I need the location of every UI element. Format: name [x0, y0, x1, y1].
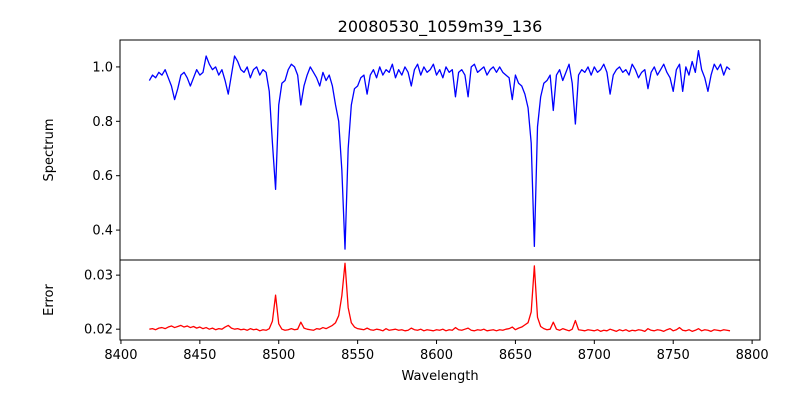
spectrum-axes-frame	[119, 39, 761, 261]
chart-title: 20080530_1059m39_136	[338, 17, 543, 37]
y-axis-label-error: Error	[42, 284, 57, 316]
x-tick-label: 8500	[262, 348, 295, 363]
y-tick-label: 1.0	[92, 60, 113, 75]
x-tick-label: 8700	[578, 348, 611, 363]
x-tick-label: 8650	[499, 348, 532, 363]
y-tick-label: 0.03	[84, 269, 113, 284]
y-axis-label-spectrum: Spectrum	[42, 119, 57, 182]
x-tick-label: 8400	[104, 348, 137, 363]
y-tick-label: 0.8	[92, 115, 113, 130]
error-line	[149, 262, 731, 333]
y-tick-label: 0.4	[92, 224, 113, 239]
x-axis-label: Wavelength	[401, 369, 478, 384]
error-axes-frame	[119, 259, 761, 341]
x-tick-label: 8550	[341, 348, 374, 363]
x-tick-label: 8600	[420, 348, 453, 363]
error-panel: 0.02 0.03 8400 8450 8500 8550 8600 8650 8700 8750…	[84, 259, 769, 363]
x-tick-label: 8450	[183, 348, 216, 363]
x-tick-label: 8750	[657, 348, 690, 363]
y-tick-label: 0.6	[92, 169, 113, 184]
spectrum-line	[148, 49, 731, 250]
y-tick-label: 0.02	[84, 323, 113, 338]
spectrum-panel: 0.4 0.6 0.8 1.0	[92, 39, 761, 261]
x-tick-label: 8800	[736, 348, 769, 363]
